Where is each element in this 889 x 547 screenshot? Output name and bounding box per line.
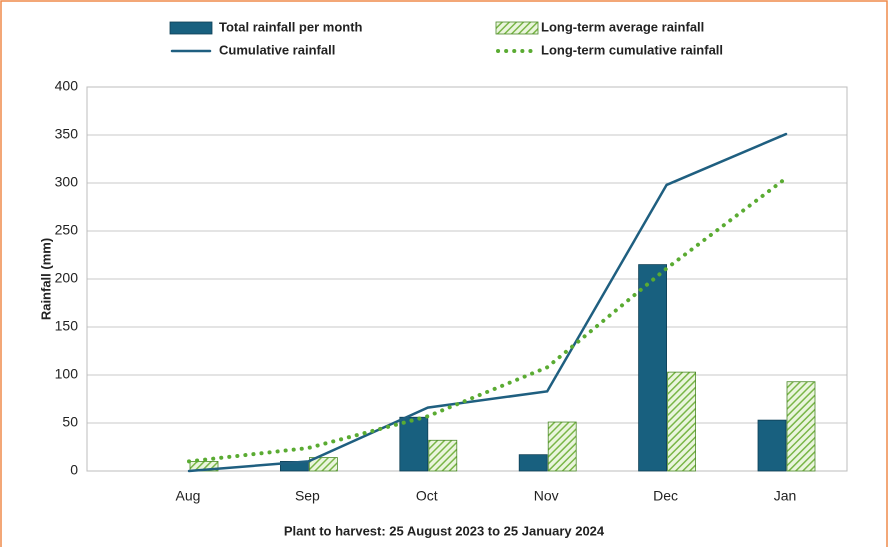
plot-border xyxy=(86,86,848,472)
y-axis-title: Rainfall (mm) xyxy=(38,238,53,320)
bar xyxy=(308,457,338,472)
line xyxy=(187,132,788,473)
y-tick-label: 50 xyxy=(62,414,78,430)
bar xyxy=(757,419,787,472)
x-tick-label: Aug xyxy=(176,488,201,504)
x-tick-label: Dec xyxy=(653,488,678,504)
bar xyxy=(638,264,667,472)
y-tick-label: 150 xyxy=(55,318,79,334)
legend-label: Cumulative rainfall xyxy=(219,42,335,57)
y-tick-label: 100 xyxy=(55,366,79,382)
y-tick-label: 250 xyxy=(55,222,79,238)
legend-swatch xyxy=(495,21,539,35)
y-tick-label: 0 xyxy=(70,462,78,478)
x-tick-label: Sep xyxy=(295,488,320,504)
bar xyxy=(399,416,429,472)
bar xyxy=(667,371,696,472)
x-tick-label: Nov xyxy=(534,488,559,504)
bar xyxy=(518,454,548,472)
x-tick-label: Oct xyxy=(416,488,438,504)
line xyxy=(187,176,788,464)
legend-swatch xyxy=(169,21,213,35)
y-tick-label: 400 xyxy=(55,78,79,94)
legend-label: Long-term cumulative rainfall xyxy=(541,42,723,57)
legend-label: Total rainfall per month xyxy=(219,19,363,34)
bar xyxy=(428,439,458,472)
x-tick-label: Jan xyxy=(774,488,797,504)
y-tick-label: 350 xyxy=(55,126,79,142)
x-axis-title: Plant to harvest: 25 August 2023 to 25 J… xyxy=(284,523,605,538)
bar xyxy=(547,421,577,472)
bar xyxy=(786,381,816,472)
y-tick-label: 300 xyxy=(55,174,79,190)
legend-label: Long-term average rainfall xyxy=(541,19,704,34)
y-tick-label: 200 xyxy=(55,270,79,286)
